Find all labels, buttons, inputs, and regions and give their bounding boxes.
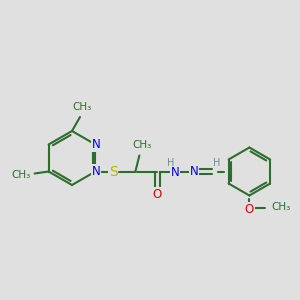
- Text: N: N: [190, 165, 199, 178]
- Text: N: N: [92, 138, 101, 151]
- Text: N: N: [171, 166, 180, 179]
- Text: O: O: [153, 188, 162, 201]
- Text: H: H: [213, 158, 220, 167]
- Text: CH₃: CH₃: [272, 202, 291, 212]
- Text: CH₃: CH₃: [11, 170, 31, 181]
- Text: CH₃: CH₃: [72, 102, 92, 112]
- Text: CH₃: CH₃: [133, 140, 152, 151]
- Text: S: S: [109, 164, 118, 178]
- Text: H: H: [167, 158, 174, 169]
- Text: N: N: [92, 165, 101, 178]
- Text: O: O: [245, 203, 254, 216]
